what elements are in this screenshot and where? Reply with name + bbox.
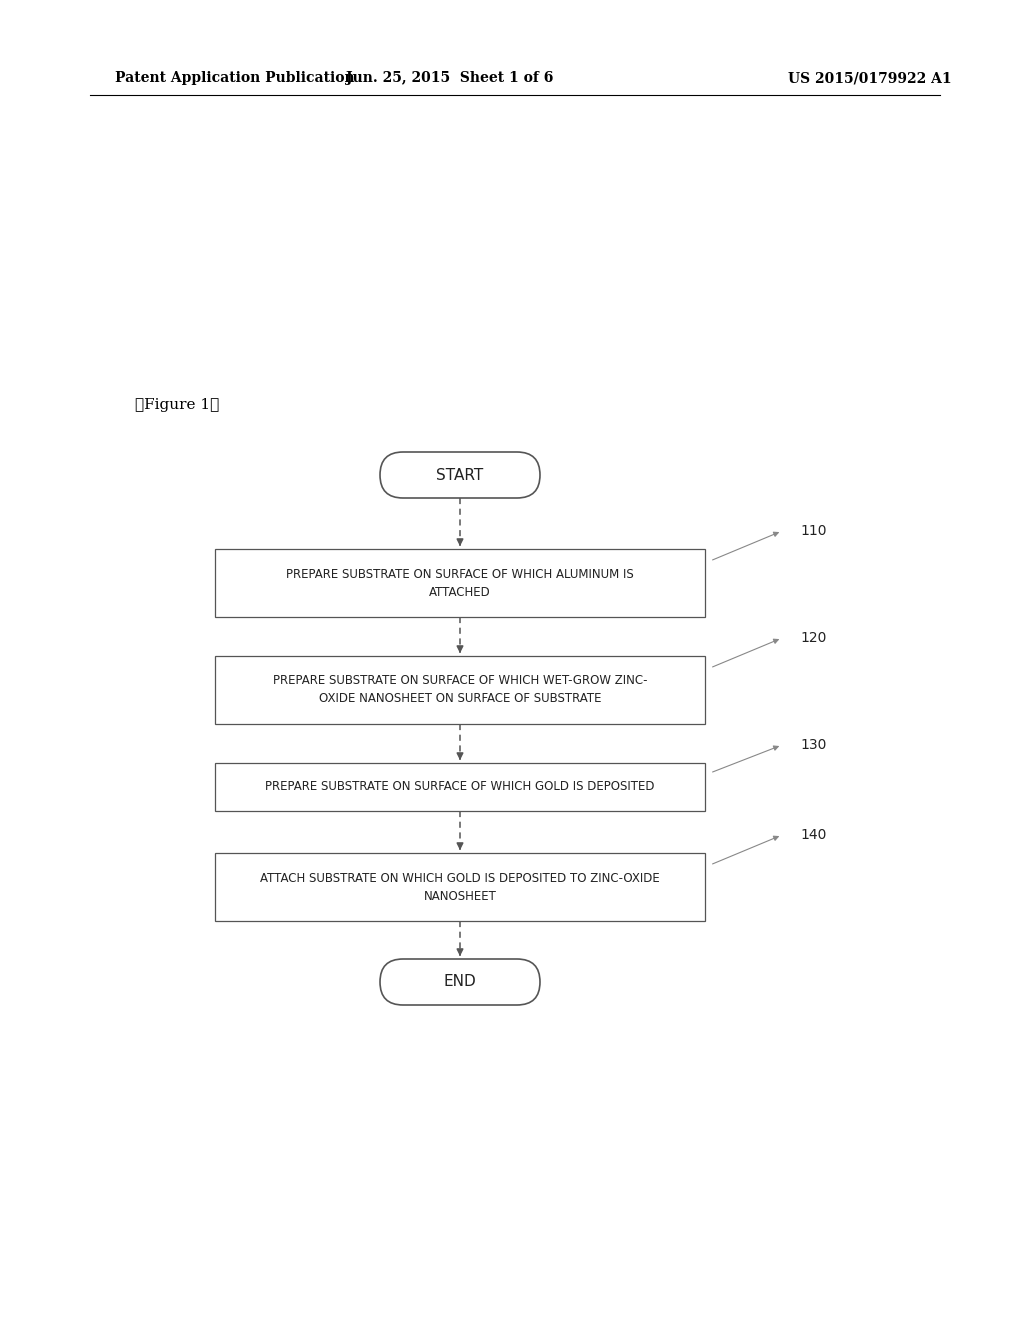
Text: PREPARE SUBSTRATE ON SURFACE OF WHICH WET-GROW ZINC-
OXIDE NANOSHEET ON SURFACE : PREPARE SUBSTRATE ON SURFACE OF WHICH WE… (272, 675, 647, 705)
FancyBboxPatch shape (380, 451, 540, 498)
Text: 110: 110 (800, 524, 826, 539)
Text: PREPARE SUBSTRATE ON SURFACE OF WHICH ALUMINUM IS
ATTACHED: PREPARE SUBSTRATE ON SURFACE OF WHICH AL… (286, 568, 634, 598)
Text: START: START (436, 467, 483, 483)
Text: END: END (443, 974, 476, 990)
Text: 120: 120 (800, 631, 826, 645)
Text: 130: 130 (800, 738, 826, 752)
Text: Patent Application Publication: Patent Application Publication (115, 71, 354, 84)
Text: ATTACH SUBSTRATE ON WHICH GOLD IS DEPOSITED TO ZINC-OXIDE
NANOSHEET: ATTACH SUBSTRATE ON WHICH GOLD IS DEPOSI… (260, 871, 659, 903)
FancyBboxPatch shape (215, 549, 705, 616)
FancyBboxPatch shape (380, 960, 540, 1005)
Text: 140: 140 (800, 828, 826, 842)
Text: PREPARE SUBSTRATE ON SURFACE OF WHICH GOLD IS DEPOSITED: PREPARE SUBSTRATE ON SURFACE OF WHICH GO… (265, 780, 654, 793)
Text: 【Figure 1】: 【Figure 1】 (135, 399, 219, 412)
Text: US 2015/0179922 A1: US 2015/0179922 A1 (788, 71, 952, 84)
Text: Jun. 25, 2015  Sheet 1 of 6: Jun. 25, 2015 Sheet 1 of 6 (346, 71, 554, 84)
FancyBboxPatch shape (215, 656, 705, 723)
FancyBboxPatch shape (215, 853, 705, 921)
FancyBboxPatch shape (215, 763, 705, 810)
